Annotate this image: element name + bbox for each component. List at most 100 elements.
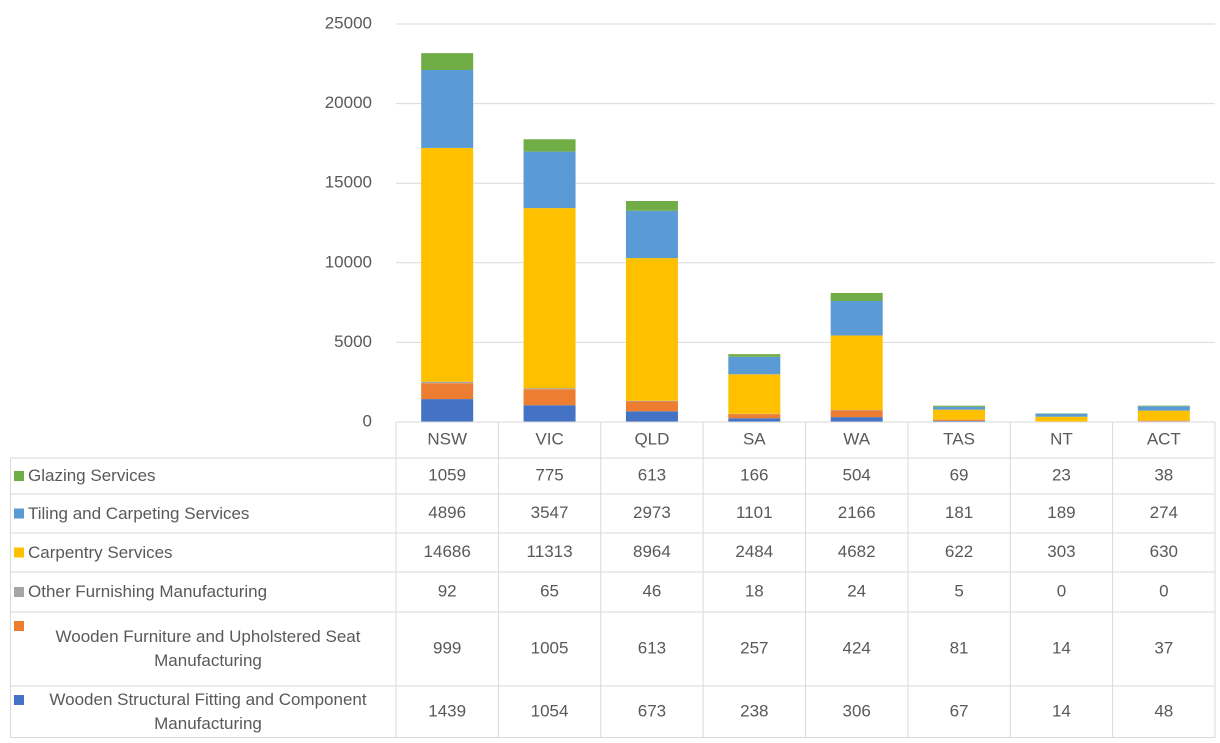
- legend-label: Other Furnishing Manufacturing: [28, 572, 388, 612]
- table-value: 69: [950, 465, 969, 484]
- legend-cell: Wooden Furniture and Upholstered Seat Ma…: [28, 612, 388, 686]
- table-value: 274: [1150, 503, 1178, 522]
- legend-cell: Carpentry Services: [28, 533, 388, 572]
- bar-segment: [524, 388, 576, 389]
- x-tick-label: ACT: [1147, 429, 1181, 448]
- table-value: 1054: [531, 701, 569, 720]
- x-tick-label: QLD: [634, 429, 669, 448]
- bar-segment: [626, 201, 678, 211]
- table-value: 2973: [633, 503, 671, 522]
- table-value: 81: [950, 638, 969, 657]
- bar-segment: [626, 211, 678, 258]
- table-value: 504: [843, 465, 871, 484]
- x-tick-label: WA: [843, 429, 870, 448]
- bar-segment: [728, 418, 780, 422]
- bar-segment: [421, 399, 473, 422]
- legend-text: Wooden Structural Fitting and Component …: [28, 688, 388, 736]
- y-tick-label: 20000: [325, 93, 372, 112]
- table-value: 1439: [428, 701, 466, 720]
- bar-segment: [831, 293, 883, 301]
- y-tick-label: 25000: [325, 13, 372, 32]
- bar-segment: [626, 411, 678, 422]
- table-value: 257: [740, 638, 768, 657]
- bar-segment: [831, 335, 883, 410]
- legend-swatch: [14, 587, 24, 597]
- legend-swatch: [14, 695, 24, 705]
- bar-segment: [728, 414, 780, 418]
- table-value: 14: [1052, 638, 1071, 657]
- table-value: 306: [843, 701, 871, 720]
- table-value: 24: [847, 581, 866, 600]
- bar-segment: [831, 301, 883, 335]
- bar-segment: [421, 148, 473, 382]
- table-value: 4896: [428, 503, 466, 522]
- y-tick-label: 15000: [325, 173, 372, 192]
- bar-segment: [728, 374, 780, 414]
- table-value: 37: [1154, 638, 1173, 657]
- x-tick-label: SA: [743, 429, 766, 448]
- bar-segment: [1035, 417, 1087, 422]
- bar-segment: [421, 383, 473, 399]
- bar-segment: [933, 406, 985, 407]
- table-value: 14: [1052, 701, 1071, 720]
- y-tick-label: 5000: [334, 332, 372, 351]
- table-value: 622: [945, 542, 973, 561]
- legend-label: Wooden Furniture and Upholstered Seat Ma…: [28, 612, 388, 686]
- x-tick-label: NT: [1050, 429, 1073, 448]
- table-value: 3547: [531, 503, 569, 522]
- table-value: 2166: [838, 503, 876, 522]
- table-value: 303: [1047, 542, 1075, 561]
- x-tick-label: VIC: [535, 429, 563, 448]
- bar-segment: [831, 410, 883, 417]
- legend-cell: Wooden Structural Fitting and Component …: [28, 686, 388, 738]
- legend-swatch: [14, 548, 24, 558]
- table-value: 189: [1047, 503, 1075, 522]
- legend-text: Tiling and Carpeting Services: [28, 502, 249, 526]
- legend-cell: Other Furnishing Manufacturing: [28, 572, 388, 612]
- bar-segment: [1138, 411, 1190, 421]
- bar-segment: [524, 405, 576, 422]
- table-value: 181: [945, 503, 973, 522]
- legend-label: Carpentry Services: [28, 533, 388, 572]
- table-value: 630: [1150, 542, 1178, 561]
- legend-text: Carpentry Services: [28, 541, 173, 565]
- table-value: 1101: [736, 503, 773, 522]
- table-value: 1005: [531, 638, 569, 657]
- table-value: 166: [740, 465, 768, 484]
- table-value: 11313: [527, 542, 573, 561]
- bar-segment: [1138, 406, 1190, 407]
- legend-label: Wooden Structural Fitting and Component …: [28, 686, 388, 738]
- bar-segment: [831, 417, 883, 422]
- legend-cell: Glazing Services: [28, 458, 388, 494]
- table-value: 999: [433, 638, 461, 657]
- table-value: 2484: [735, 542, 773, 561]
- bar-segment: [524, 139, 576, 151]
- table-value: 8964: [633, 542, 671, 561]
- table-value: 5: [954, 581, 963, 600]
- bar-segment: [933, 410, 985, 420]
- bar-segment: [1138, 421, 1190, 422]
- y-tick-label: 0: [363, 411, 372, 430]
- legend-cell: Tiling and Carpeting Services: [28, 494, 388, 533]
- bar-segment: [1035, 414, 1087, 417]
- table-value: 65: [540, 581, 559, 600]
- table-value: 0: [1057, 581, 1066, 600]
- legend-label: Glazing Services: [28, 458, 388, 494]
- table-value: 48: [1154, 701, 1173, 720]
- table-value: 1059: [428, 465, 466, 484]
- table-value: 238: [740, 701, 768, 720]
- table-value: 18: [745, 581, 764, 600]
- bar-segment: [933, 407, 985, 410]
- y-tick-label: 10000: [325, 252, 372, 271]
- legend-text: Glazing Services: [28, 464, 156, 488]
- table-value: 23: [1052, 465, 1071, 484]
- legend-swatch: [14, 471, 24, 481]
- x-tick-label: NSW: [427, 429, 467, 448]
- table-value: 38: [1154, 465, 1173, 484]
- table-value: 613: [638, 465, 666, 484]
- x-tick-label: TAS: [943, 429, 975, 448]
- table-value: 46: [642, 581, 661, 600]
- bar-segment: [933, 420, 985, 421]
- bar-segment: [524, 208, 576, 388]
